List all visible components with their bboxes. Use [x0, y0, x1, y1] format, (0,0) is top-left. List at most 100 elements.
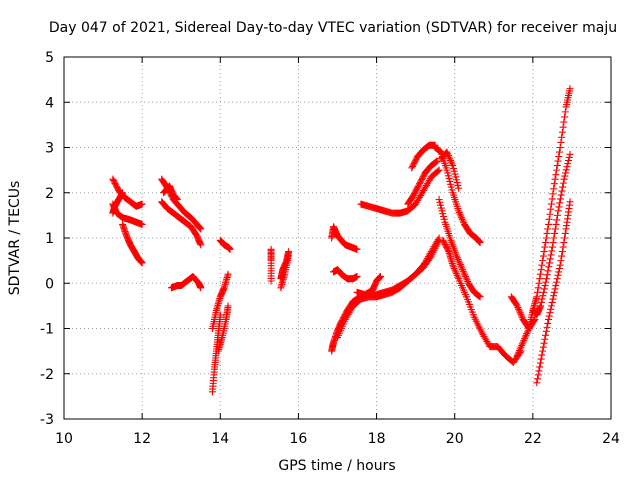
x-axis-label: GPS time / hours: [278, 458, 395, 474]
data-point: [544, 220, 552, 228]
data-point: [547, 305, 555, 313]
data-point: [456, 259, 464, 267]
data-point: [443, 148, 451, 156]
data-point: [548, 247, 556, 255]
data-point: [448, 160, 456, 168]
y-tick-label: 1: [45, 231, 54, 247]
data-point: [558, 133, 566, 141]
data-point: [550, 185, 558, 193]
data-point: [458, 215, 466, 223]
data-point: [197, 284, 205, 292]
data-point: [561, 172, 569, 180]
data-point: [353, 245, 361, 253]
data-point: [541, 243, 549, 251]
data-point: [554, 157, 562, 165]
data-point: [513, 352, 521, 360]
series-9: [208, 311, 224, 396]
data-point: [545, 259, 553, 267]
data-point: [539, 292, 547, 300]
data-point: [450, 265, 458, 273]
data-point: [533, 379, 541, 387]
data-point: [514, 304, 522, 312]
series-16: [328, 223, 361, 253]
data-point: [456, 261, 464, 269]
data-point: [542, 278, 550, 286]
data-point: [119, 189, 127, 197]
data-point: [435, 234, 443, 242]
data-point: [173, 196, 181, 204]
data-point: [462, 274, 470, 282]
series-29: [513, 85, 574, 360]
data-point: [556, 195, 564, 203]
data-point: [533, 288, 541, 296]
x-tick-label: 16: [290, 431, 308, 447]
data-point: [548, 243, 556, 251]
data-point: [545, 263, 553, 271]
data-point: [553, 278, 561, 286]
data-point: [515, 307, 523, 315]
x-tick-label: 18: [368, 431, 386, 447]
data-point: [533, 375, 541, 383]
data-point: [224, 270, 232, 278]
data-point: [455, 184, 463, 192]
data-point: [534, 371, 542, 379]
data-point: [557, 191, 565, 199]
data-point: [547, 205, 555, 213]
series-10: [208, 270, 232, 332]
series-3: [109, 189, 127, 217]
y-tick-label: -3: [40, 412, 54, 428]
data-point: [138, 220, 146, 228]
data-point: [551, 225, 559, 233]
data-point: [523, 330, 531, 338]
data-point: [565, 157, 573, 165]
series-17: [330, 266, 361, 283]
data-point: [550, 234, 558, 242]
series-6: [158, 198, 205, 249]
y-tick-label: 2: [45, 186, 54, 202]
data-point: [461, 272, 469, 280]
data-point: [547, 251, 555, 259]
data-point: [461, 271, 469, 279]
data-point: [546, 255, 554, 263]
data-point: [455, 207, 463, 215]
data-point: [547, 302, 555, 310]
data-point: [517, 343, 525, 351]
data-point: [138, 259, 146, 267]
data-point: [551, 285, 559, 293]
data-point: [545, 215, 553, 223]
series-4: [119, 220, 146, 267]
x-tick-label: 22: [524, 431, 542, 447]
y-tick-label: -2: [40, 367, 54, 383]
data-point: [544, 267, 552, 275]
data-point: [542, 327, 550, 335]
data-point: [433, 157, 441, 165]
data-point: [457, 212, 465, 220]
data-point: [453, 252, 461, 260]
data-point: [536, 363, 544, 371]
data-point: [514, 350, 522, 358]
data-point: [548, 298, 556, 306]
data-point: [444, 151, 452, 159]
data-point: [566, 85, 574, 93]
data-point: [558, 248, 566, 256]
data-point: [453, 254, 461, 262]
data-point: [197, 225, 205, 233]
data-point: [475, 292, 483, 300]
data-point: [520, 336, 528, 344]
data-point: [563, 163, 571, 171]
series-23: [408, 141, 439, 172]
data-point: [444, 246, 452, 254]
data-point: [543, 229, 551, 237]
data-point: [432, 158, 440, 166]
data-point: [551, 229, 559, 237]
data-point: [562, 166, 570, 174]
data-point: [559, 179, 567, 187]
data-point: [446, 155, 454, 163]
data-point: [539, 347, 547, 355]
data-point: [559, 183, 567, 191]
data-point: [449, 263, 457, 271]
y-tick-label: 4: [45, 95, 54, 111]
series-25: [435, 196, 484, 301]
data-point: [459, 267, 467, 275]
